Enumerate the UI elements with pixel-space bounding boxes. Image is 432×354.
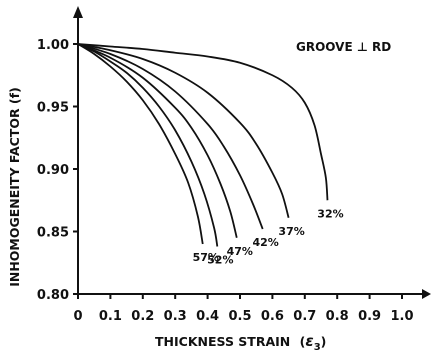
ticks: 0.80 0.85 0.90 0.95 1.00 0 0.1 0.2 0.3 0.4 0.5 0.6 0…: [37, 38, 414, 324]
x-tick-label: 0.7: [293, 309, 316, 324]
series-line-32pct: [77, 43, 329, 201]
x-tick-label: 0.5: [228, 309, 251, 324]
x-tick-label: 1.0: [390, 309, 413, 324]
x-tick-label: 0.1: [99, 309, 122, 324]
y-axis-arrow: [73, 6, 83, 18]
series-line-52pct: [77, 43, 219, 247]
x-tick-label: 0.4: [196, 309, 219, 324]
series-label-47pct: 47%: [227, 245, 253, 258]
y-tick-label: 0.90: [37, 163, 69, 178]
x-axis-title-open-paren: (: [300, 334, 306, 349]
series-label-32pct: 32%: [317, 207, 343, 220]
y-tick-label: 0.95: [37, 101, 69, 116]
x-axis-title: THICKNESS STRAIN (ε3): [155, 332, 326, 353]
x-axis-title-subscript: 3: [314, 342, 321, 353]
series-line-57pct: [77, 43, 204, 245]
series-label-57pct: 57%: [193, 251, 219, 264]
series-curves: [77, 43, 329, 247]
x-tick-label: 0.9: [358, 309, 381, 324]
x-axis-title-symbol: ε: [305, 332, 313, 350]
series-label-37pct: 37%: [278, 225, 304, 238]
y-tick-label: 1.00: [37, 38, 69, 53]
x-tick-label: 0.8: [326, 309, 349, 324]
x-tick-label: 0.3: [164, 309, 187, 324]
y-tick-label: 0.85: [37, 226, 69, 241]
x-axis-title-close-paren: ): [321, 334, 327, 349]
x-tick-label: 0.6: [261, 309, 284, 324]
x-tick-label: 0.2: [131, 309, 154, 324]
series-line-37pct: [77, 43, 290, 218]
series-line-47pct: [77, 43, 238, 238]
series-label-52pct: 52%: [207, 254, 233, 267]
y-axis-title: INHOMOGENEITY FACTOR (f): [7, 87, 22, 287]
x-axis-arrow: [422, 289, 431, 299]
x-tick-label: 0: [73, 309, 82, 324]
series-labels: 57%52%47%42%37% 32%: [193, 207, 344, 266]
y-tick-label: 0.80: [37, 288, 69, 303]
chart-annotation: GROOVE ⊥ RD: [296, 40, 391, 54]
x-axis-title-text: THICKNESS STRAIN: [155, 334, 290, 349]
series-line-42pct: [77, 43, 264, 230]
axes: [73, 6, 431, 299]
series-label-42pct: 42%: [253, 236, 279, 249]
